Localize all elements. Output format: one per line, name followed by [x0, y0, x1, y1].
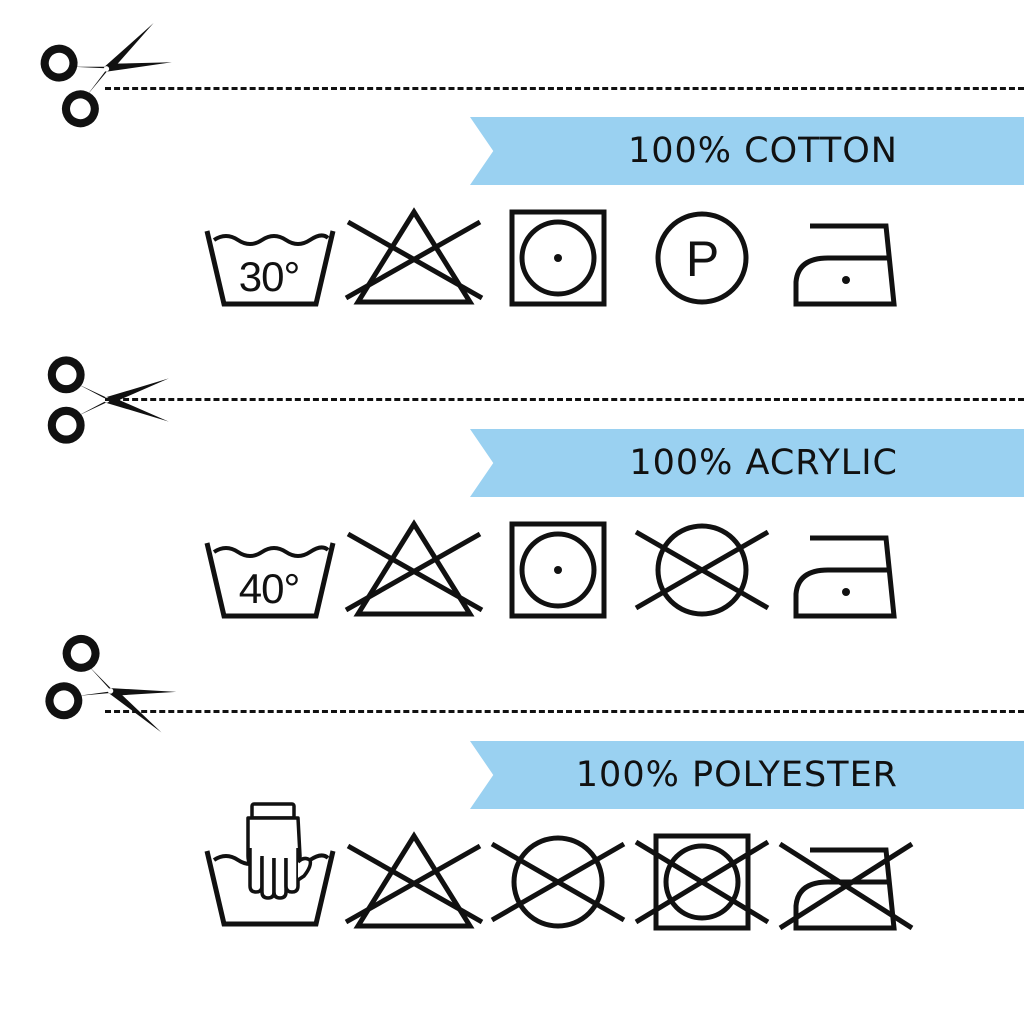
scissors-icon [40, 30, 200, 110]
do-not-dry-clean-icon [634, 523, 770, 617]
hand-wash-icon [204, 802, 336, 927]
title-ribbon: 100% COTTON [470, 117, 1024, 185]
title-ribbon: 100% POLYESTER [470, 741, 1024, 809]
cut-line [105, 710, 1024, 713]
iron-low-icon [793, 535, 897, 619]
cut-line [105, 398, 1024, 401]
wash-temperature: 30° [238, 253, 301, 300]
dry-clean-p-icon [655, 211, 749, 305]
do-not-dry-clean-icon [490, 835, 626, 929]
fabric-title: 100% ACRYLIC [629, 443, 898, 483]
iron-low-icon [793, 223, 897, 307]
title-ribbon: 100% ACRYLIC [470, 429, 1024, 497]
tumble-dry-low-icon [509, 521, 607, 619]
do-not-tumble-dry-icon [634, 833, 770, 931]
scissors-icon [44, 650, 204, 730]
wash-30-icon [204, 230, 336, 307]
do-not-bleach-icon [344, 831, 484, 929]
wash-temperature: 40° [238, 565, 301, 612]
label-section-cotton: 100% COTTON 30° P [0, 0, 1024, 312]
dry-clean-letter: P [685, 231, 719, 287]
do-not-bleach-icon [344, 519, 484, 617]
fabric-title: 100% POLYESTER [575, 755, 898, 795]
fabric-title: 100% COTTON [627, 131, 898, 171]
do-not-iron-icon [778, 841, 914, 931]
tumble-dry-low-icon [509, 209, 607, 307]
cut-line [105, 87, 1024, 90]
label-section-acrylic: 100% ACRYLIC 40° [0, 312, 1024, 624]
wash-40-icon [204, 542, 336, 619]
label-section-polyester: 100% POLYESTER [0, 624, 1024, 936]
do-not-bleach-icon [344, 207, 484, 305]
